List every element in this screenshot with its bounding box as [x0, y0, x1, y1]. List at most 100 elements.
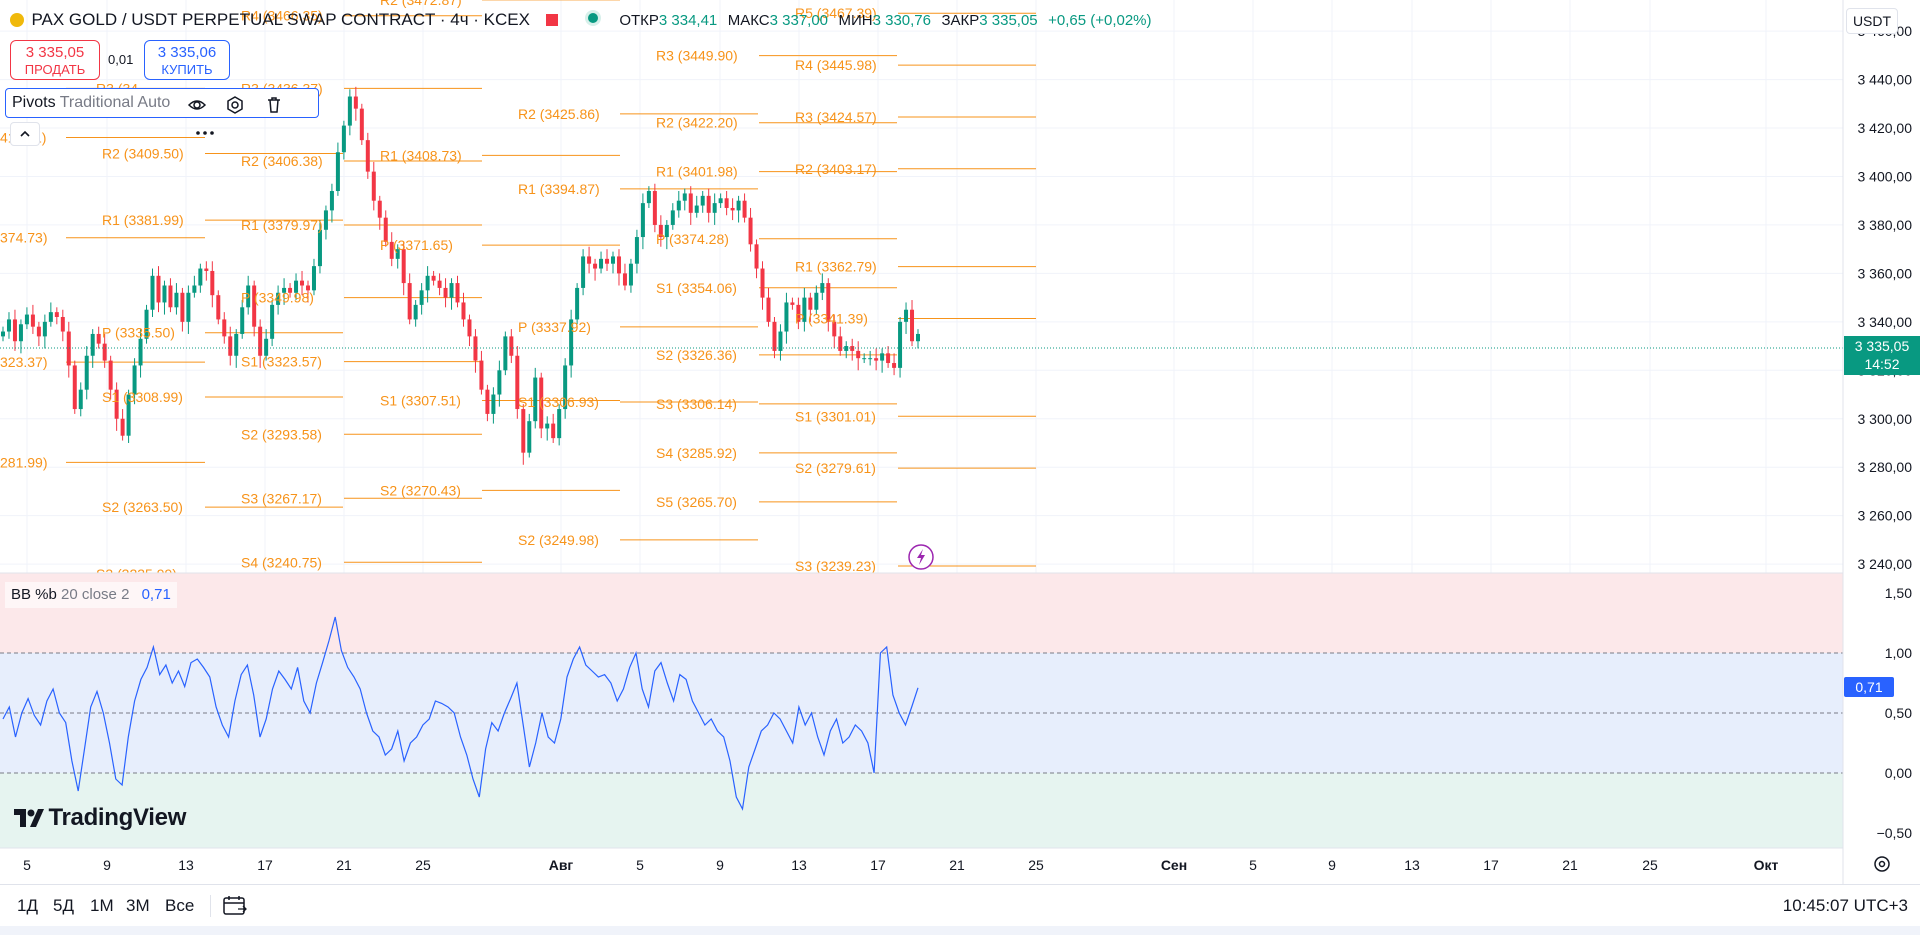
pivot-label: R2 (3425.86) [518, 106, 600, 122]
candle-body [258, 326, 263, 356]
candle-body [282, 287, 287, 293]
clock[interactable]: 10:45:07 UTC+3 [1782, 896, 1908, 915]
close-label: ЗАКР [941, 12, 980, 29]
time-tick-label: Окт [1754, 857, 1779, 873]
flag-icon[interactable] [546, 14, 559, 26]
candle-body [754, 244, 759, 269]
buy-label: КУПИТЬ [161, 62, 213, 77]
main-chart[interactable]: R2 (3409.50) R1 (3381.99) P (3335.50) S1 (3… [0, 0, 1920, 884]
pivot-label: 323.37) [0, 354, 47, 370]
candle-body [575, 287, 580, 320]
candle-body [317, 229, 322, 267]
pivot-label: R3 (3449.90) [656, 48, 738, 64]
price-tick-label: 3 380,00 [1858, 217, 1913, 233]
candle-body [138, 338, 143, 366]
candle-body [898, 321, 903, 368]
pivots-indicator-legend[interactable]: Pivots Traditional Auto [5, 88, 319, 135]
timeframe-1d[interactable]: 1Д [17, 896, 38, 915]
currency-selector[interactable]: USDT [1846, 8, 1898, 34]
candle-body [886, 353, 891, 364]
pivot-label: P (3374.28) [656, 231, 729, 247]
time-tick-label: 17 [1483, 857, 1499, 873]
pivot-labels: R2 (3409.50) R1 (3381.99) P (3335.50) S1 (3… [0, 0, 877, 582]
time-axis[interactable]: 5 9 13 17 21 25 Авг 5 9 13 17 21 25 Сен 5 9 13 17 21 25 Окт [23, 857, 1778, 873]
candle-body [485, 389, 490, 414]
settings-icon[interactable] [222, 95, 248, 117]
more-icon[interactable] [192, 123, 218, 145]
candle-body [192, 285, 197, 293]
alert-lightning-icon[interactable] [908, 544, 934, 570]
candle-body [30, 314, 35, 327]
timeframe-3m[interactable]: 3М [126, 896, 150, 915]
candle-body [395, 249, 400, 259]
candle-body [114, 389, 119, 419]
candle-body [718, 198, 723, 204]
last-price-countdown: 14:52 [1864, 356, 1899, 372]
date-range-calendar-icon[interactable] [222, 895, 248, 922]
timeframe-all[interactable]: Все [165, 896, 195, 915]
bb-tick-label: 0,00 [1885, 765, 1912, 781]
tradingview-logo[interactable]: TradingView [14, 804, 186, 836]
timeframe-1m[interactable]: 1М [90, 896, 114, 915]
eye-icon[interactable] [184, 95, 210, 117]
price-axis[interactable]: 3 460,003 440,003 420,003 400,003 380,00… [1858, 23, 1913, 572]
candle-body [539, 377, 544, 429]
symbol-logo-icon[interactable] [10, 13, 24, 27]
candle-body [712, 203, 717, 213]
candle-body [413, 304, 418, 320]
candle-body [581, 256, 586, 288]
candle-body [222, 319, 227, 337]
open-label: ОТКР [619, 12, 659, 29]
time-tick-label: Авг [549, 857, 574, 873]
bb-indicator-legend[interactable]: BB %b 20 close 2 0,71 [5, 582, 177, 608]
candle-body [862, 358, 867, 360]
candle-body [18, 324, 23, 342]
chart-settings-gear-icon[interactable] [1874, 856, 1890, 872]
bb-indicator-value: 0,71 [141, 586, 171, 603]
market-status-icon[interactable] [584, 10, 601, 26]
candle-body [359, 108, 364, 141]
pivot-label: P (3371.65) [380, 237, 453, 253]
candlestick-series [1, 86, 920, 465]
bb-value-badge: 0,71 [1844, 677, 1894, 697]
candle-body [814, 292, 819, 310]
open-value: 3 334,41 [658, 12, 718, 29]
candle-body [216, 295, 221, 320]
collapse-legend-chevron-up-icon[interactable] [10, 122, 40, 146]
pivot-label: S1 (3354.06) [656, 280, 737, 296]
pivot-label: S2 (3326.36) [656, 347, 737, 363]
candle-body [84, 355, 89, 390]
pivot-label: S2 (3263.50) [102, 499, 183, 515]
candle-body [521, 409, 526, 453]
pivot-label: S1 (3307.51) [380, 393, 461, 409]
pivot-label: S2 (3279.61) [795, 460, 876, 476]
pivot-label: 281.99) [0, 454, 47, 470]
candle-body [294, 280, 299, 293]
last-price-badge: 3 335,05 14:52 [1844, 336, 1920, 375]
candle-body [628, 263, 633, 286]
candle-body [246, 285, 251, 308]
candle-body [168, 285, 173, 308]
candle-body [186, 292, 191, 322]
bb-axis[interactable]: 1,50 1,00 0,50 0,00 −0,50 [1877, 585, 1913, 841]
bb-upper-zone [0, 573, 1843, 653]
pivots-indicator-params: Traditional Auto [59, 94, 171, 111]
pivot-label: R4 (3445.98) [795, 57, 877, 73]
pivot-lines [66, 0, 1036, 575]
candle-body [826, 283, 831, 322]
timeframe-5d[interactable]: 5Д [53, 896, 74, 915]
bottom-toolbar: 1Д 5Д 1М 3М Все 10:45:07 UTC+3 [0, 884, 1920, 927]
sell-button[interactable]: 3 335,05 ПРОДАТЬ [10, 40, 100, 80]
pivot-label: R1 (3408.73) [380, 147, 462, 163]
symbol-title[interactable]: PAX GOLD / USDT PERPETUAL SWAP CONTRACT … [31, 10, 530, 29]
candle-body [150, 275, 155, 310]
candle-body [838, 336, 843, 351]
pivot-label: S4 (3285.92) [656, 445, 737, 461]
candle-body [54, 312, 59, 317]
delete-icon[interactable] [261, 95, 287, 117]
candle-body [90, 333, 95, 356]
pivot-label: S1 (3306.93) [518, 394, 599, 410]
buy-button[interactable]: 3 335,06 КУПИТЬ [144, 40, 230, 80]
bb-value-badge-text: 0,71 [1855, 679, 1882, 695]
time-tick-label: 5 [1249, 857, 1257, 873]
